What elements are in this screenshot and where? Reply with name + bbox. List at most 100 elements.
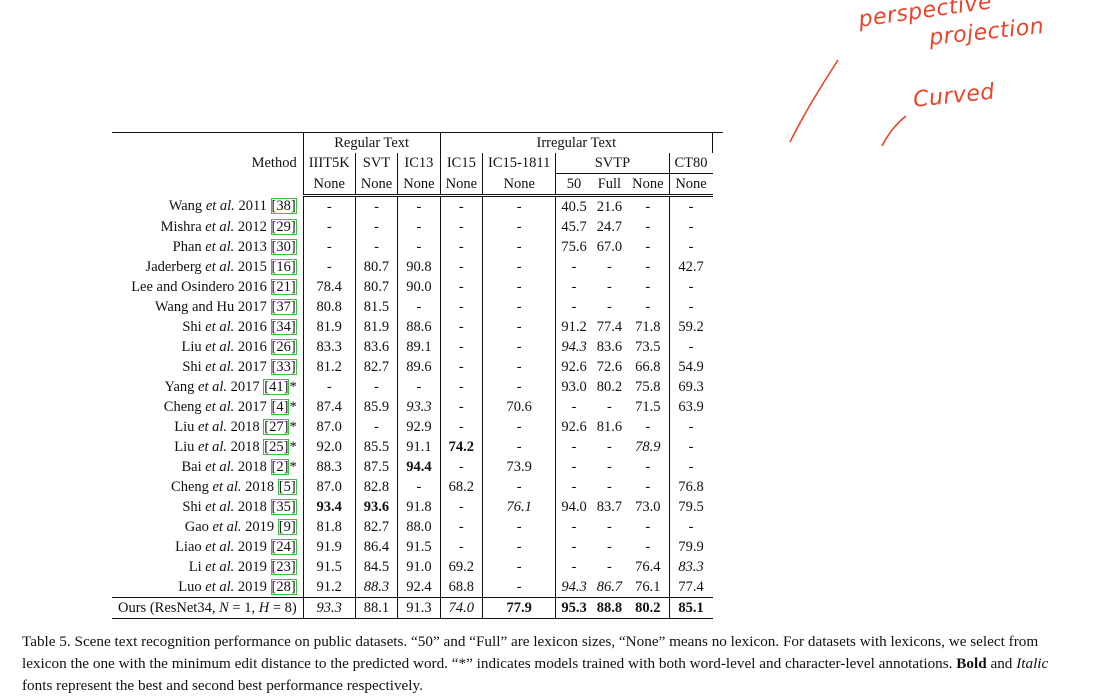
value-text: 78.9: [635, 439, 661, 455]
value-text: 78.4: [316, 279, 342, 295]
value-text: -: [606, 459, 612, 475]
method-year: 2019: [234, 539, 271, 555]
method-citation: [2]: [270, 459, 290, 475]
value-cell: -: [669, 297, 713, 317]
value-text: 91.5: [406, 539, 432, 555]
method-cell: Liao et al. 2019 [24]: [112, 537, 304, 557]
value-text: -: [645, 219, 651, 235]
value-text: 67.0: [596, 239, 623, 255]
value-cell: 73.9: [482, 457, 557, 477]
method-citation: [41]: [263, 379, 290, 395]
method-etal: et al.: [198, 379, 228, 395]
value-cell: 79.5: [669, 497, 713, 517]
value-text: -: [458, 499, 464, 515]
header-row-lexicons: None None None None None 50 Full None No…: [112, 173, 723, 197]
value-cell: 40.5: [556, 196, 592, 218]
value-text: 81.9: [363, 319, 390, 335]
table-row: Wang et al. 2011 [38] - - - - - 40.5 21.6 - -: [112, 195, 723, 218]
value-text: 85.9: [363, 399, 390, 415]
value-text: -: [645, 199, 651, 215]
value-cell: -: [627, 537, 670, 557]
value-text: -: [571, 519, 577, 535]
value-text: -: [571, 259, 577, 275]
ours-cell: 88.8: [591, 597, 628, 619]
header-row-datasets: Method IIIT5K SVT IC13 IC15 IC15-1811 SV…: [112, 153, 723, 196]
lexicon-header: None: [355, 173, 399, 197]
value-cell: -: [592, 457, 627, 477]
header-row-groups: Regular Text Irregular Text: [112, 132, 724, 153]
value-text: 68.2: [448, 479, 475, 495]
value-text: -: [374, 219, 379, 235]
table-row: Li et al. 2019 [23] 91.5 84.5 91.0 69.2 - - - 76…: [112, 557, 723, 577]
table-row: Shi et al. 2017 [33] 81.2 82.7 89.6 - - 92.6 72…: [112, 357, 723, 377]
method-cell: Liu et al. 2016 [26]: [112, 337, 304, 357]
method-suffix: *: [289, 379, 297, 395]
method-name: Shi: [182, 319, 206, 335]
method-cell: Shi et al. 2017 [33]: [112, 357, 304, 377]
value-text: -: [688, 419, 694, 435]
value-cell: 69.3: [669, 377, 713, 397]
table-row: Phan et al. 2013 [30] - - - - - 75.6 67.0 - -: [112, 237, 723, 257]
lexicon-header: 50: [555, 173, 592, 197]
method-citation: [27]: [263, 419, 290, 435]
value-text: 70.6: [506, 399, 532, 415]
value-text: -: [458, 519, 464, 535]
value-cell: 80.8: [303, 297, 356, 317]
value-text: 94.4: [406, 459, 432, 475]
value-text: 93.6: [363, 499, 390, 515]
method-suffix: *: [289, 399, 297, 415]
value-text: -: [516, 299, 522, 315]
dataset-header: IC13: [397, 153, 441, 174]
value-text: 88.3: [316, 459, 342, 475]
value-cell: -: [482, 537, 557, 557]
value-cell: -: [397, 297, 441, 317]
value-text: 80.2: [596, 379, 623, 395]
group-regular-text: Regular Text: [303, 132, 441, 153]
value-text: -: [516, 359, 522, 375]
caption-text-3: fonts represent the best and second best…: [22, 677, 423, 694]
value-cell: 88.3: [303, 457, 356, 477]
ours-cell: 93.3: [303, 597, 356, 619]
value-text: 80.8: [316, 299, 342, 315]
method-cell: Shi et al. 2016 [34]: [112, 317, 304, 337]
method-etal: et al.: [205, 319, 235, 335]
value-text: -: [571, 559, 577, 575]
method-name: Mishra: [160, 219, 206, 235]
results-table: Regular Text Irregular Text Method IIIT5…: [112, 132, 724, 619]
method-citation: [24]: [270, 539, 297, 555]
value-text: 91.2: [561, 319, 587, 335]
value-cell: -: [669, 517, 713, 537]
method-cell: Li et al. 2019 [23]: [112, 557, 304, 577]
value-cell: -: [482, 417, 557, 437]
value-text: -: [374, 239, 379, 255]
method-etal: et al.: [205, 499, 235, 515]
method-header: Method: [112, 153, 304, 196]
method-cell: Yang et al. 2017 [41]*: [112, 377, 304, 397]
value-cell: 82.7: [355, 517, 399, 537]
value-cell: 88.6: [397, 317, 441, 337]
value-text: 54.9: [678, 359, 704, 375]
value-text: 80.7: [363, 279, 390, 295]
method-year: 2017: [234, 359, 271, 375]
value-text: -: [458, 219, 464, 235]
lexicon-header: None: [440, 173, 484, 197]
value-cell: 85.5: [355, 437, 399, 457]
arrow-perspective-line: [789, 59, 839, 143]
method-name: Shi: [182, 359, 206, 375]
value-cell: 92.6: [556, 417, 592, 437]
value-text: -: [516, 379, 522, 395]
value-text: -: [645, 539, 651, 555]
value-cell: -: [556, 257, 592, 277]
value-text: 86.4: [363, 539, 390, 555]
ours-cell: 74.0: [440, 597, 484, 619]
method-etal: et al.: [205, 579, 235, 595]
value-cell: 92.9: [397, 417, 441, 437]
value-text: -: [374, 379, 379, 395]
lexicon-header: None: [482, 173, 557, 197]
group-irregular-text: Irregular Text: [440, 132, 714, 153]
value-cell: 85.9: [355, 397, 399, 417]
value-text: 73.9: [506, 459, 532, 475]
method-cell: Wang and Hu 2017 [37]: [112, 297, 304, 317]
value-cell: 63.9: [669, 397, 713, 417]
value-text: -: [458, 379, 464, 395]
